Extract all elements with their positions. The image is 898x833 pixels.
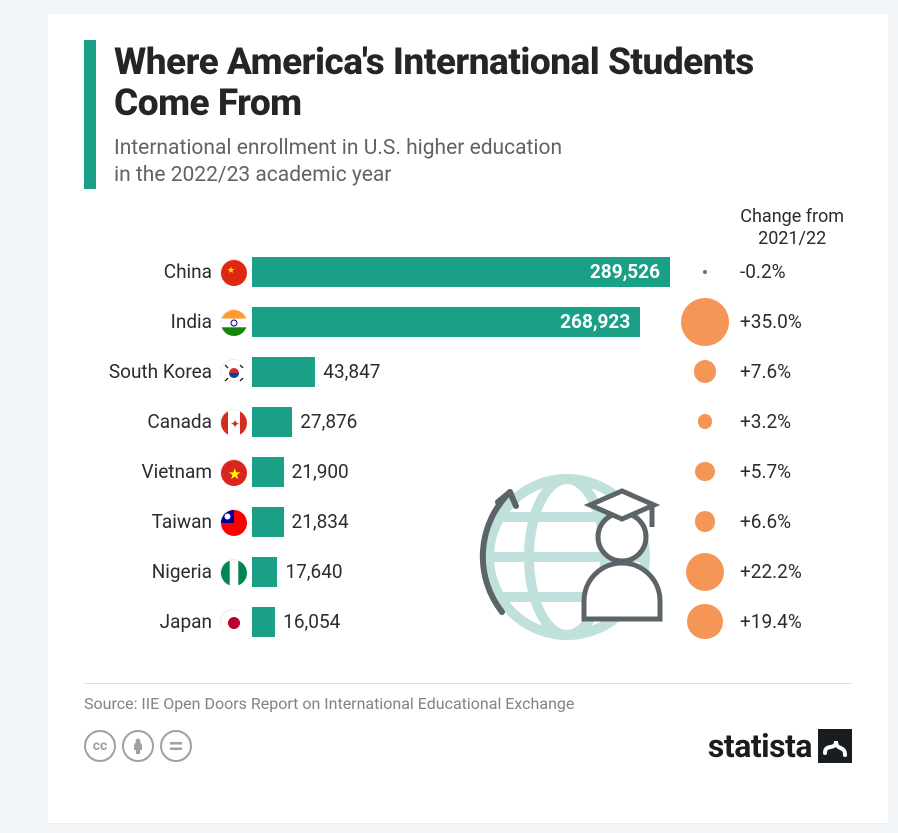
change-column-header: Change from 2021/22 xyxy=(740,206,844,249)
bar-zone: 289,526 xyxy=(252,257,670,287)
canada-flag-icon: ✦ xyxy=(220,409,246,435)
accent-bar xyxy=(84,40,96,189)
taiwan-flag-icon xyxy=(220,509,246,535)
india-flag-icon xyxy=(220,309,246,335)
bubble-zone xyxy=(670,553,740,591)
bar-zone: 17,640 xyxy=(252,557,670,587)
change-bubble xyxy=(695,462,714,481)
header: Where America's International Students C… xyxy=(84,40,852,189)
row-label: India xyxy=(84,310,216,333)
subtitle-line-2: in the 2022/23 academic year xyxy=(114,163,391,187)
bar-zone: 21,834 xyxy=(252,507,670,537)
bubble-zone xyxy=(670,511,740,532)
infographic-card: Where America's International Students C… xyxy=(48,14,888,823)
chart-row: Taiwan 21,834 +6.6% xyxy=(84,497,852,547)
chart-row: Canada ✦ 27,876 +3.2% xyxy=(84,397,852,447)
row-label: South Korea xyxy=(84,360,216,383)
subtitle-line-1: International enrollment in U.S. higher … xyxy=(114,136,562,160)
bar-value: 21,834 xyxy=(292,510,349,533)
brand-text: statista xyxy=(708,727,812,765)
change-bubble xyxy=(694,360,716,382)
chart-row: South Korea 43,847 +7.6% xyxy=(84,347,852,397)
bar xyxy=(252,607,275,637)
chart-row: Nigeria 17,640 +22.2% xyxy=(84,547,852,597)
change-value: +7.6% xyxy=(740,360,820,383)
bubble-zone xyxy=(670,298,740,346)
china-flag-icon: ★ xyxy=(220,259,246,285)
nigeria-flag-icon xyxy=(220,559,246,585)
bubble-zone xyxy=(670,270,740,274)
bar: 289,526 xyxy=(252,257,670,287)
change-bubble xyxy=(686,553,724,591)
cc-by-icon xyxy=(122,730,154,762)
row-label: Canada xyxy=(84,410,216,433)
bubble-zone xyxy=(670,462,740,481)
chart-row: China ★ 289,526 -0.2% xyxy=(84,247,852,297)
chart-row: Vietnam ★ 21,900 +5.7% xyxy=(84,447,852,497)
row-label: Vietnam xyxy=(84,460,216,483)
change-value: +35.0% xyxy=(740,310,820,333)
bar-value: 16,054 xyxy=(283,610,340,633)
change-bubble xyxy=(698,414,713,429)
cc-icon: cc xyxy=(84,730,116,762)
bar-value: 268,923 xyxy=(560,310,630,333)
bubble-zone xyxy=(670,604,740,640)
bar xyxy=(252,407,292,437)
skorea-flag-icon xyxy=(220,359,246,385)
svg-text:★: ★ xyxy=(227,266,235,276)
chart-row: Japan 16,054 +19.4% xyxy=(84,597,852,647)
vietnam-flag-icon: ★ xyxy=(220,459,246,485)
footer: cc statista xyxy=(84,727,852,765)
bar-zone: 27,876 xyxy=(252,407,670,437)
chart-row: India 268,923 +35.0% xyxy=(84,297,852,347)
japan-flag-icon xyxy=(220,609,246,635)
bar-zone: 21,900 xyxy=(252,457,670,487)
row-label: Japan xyxy=(84,610,216,633)
chart-subtitle: International enrollment in U.S. higher … xyxy=(114,135,852,189)
change-bubble xyxy=(695,511,716,532)
bar-zone: 268,923 xyxy=(252,307,670,337)
bar-value: 17,640 xyxy=(285,560,342,583)
source-line: Source: IIE Open Doors Report on Interna… xyxy=(84,683,852,713)
bar xyxy=(252,457,284,487)
change-value: +6.6% xyxy=(740,510,820,533)
bar xyxy=(252,557,277,587)
bar-zone: 16,054 xyxy=(252,607,670,637)
title-block: Where America's International Students C… xyxy=(114,40,852,189)
bar-zone: 43,847 xyxy=(252,357,670,387)
svg-text:★: ★ xyxy=(228,465,241,483)
change-value: +3.2% xyxy=(740,410,820,433)
bar-value: 27,876 xyxy=(300,410,357,433)
bar xyxy=(252,507,284,537)
bar-value: 21,900 xyxy=(292,460,349,483)
row-label: Taiwan xyxy=(84,510,216,533)
cc-nd-icon xyxy=(160,730,192,762)
chart-title: Where America's International Students C… xyxy=(114,42,852,125)
bubble-zone xyxy=(670,414,740,429)
svg-text:✦: ✦ xyxy=(230,417,240,431)
bar-value: 289,526 xyxy=(590,260,660,283)
change-value: +22.2% xyxy=(740,560,820,583)
bar-chart: China ★ 289,526 -0.2% India 268,923 +35.0% Sout… xyxy=(84,247,852,647)
bar-value: 43,847 xyxy=(323,360,380,383)
change-value: +19.4% xyxy=(740,610,820,633)
bar xyxy=(252,357,315,387)
row-label: Nigeria xyxy=(84,560,216,583)
brand-logo: statista xyxy=(708,727,852,765)
change-bubble xyxy=(703,270,707,274)
change-value: +5.7% xyxy=(740,460,820,483)
license-icons: cc xyxy=(84,730,192,762)
row-label: China xyxy=(84,260,216,283)
change-bubble xyxy=(681,298,729,346)
brand-mark-icon xyxy=(818,729,852,763)
bubble-zone xyxy=(670,360,740,382)
bar: 268,923 xyxy=(252,307,640,337)
change-bubble xyxy=(687,604,723,640)
change-value: -0.2% xyxy=(740,260,820,283)
